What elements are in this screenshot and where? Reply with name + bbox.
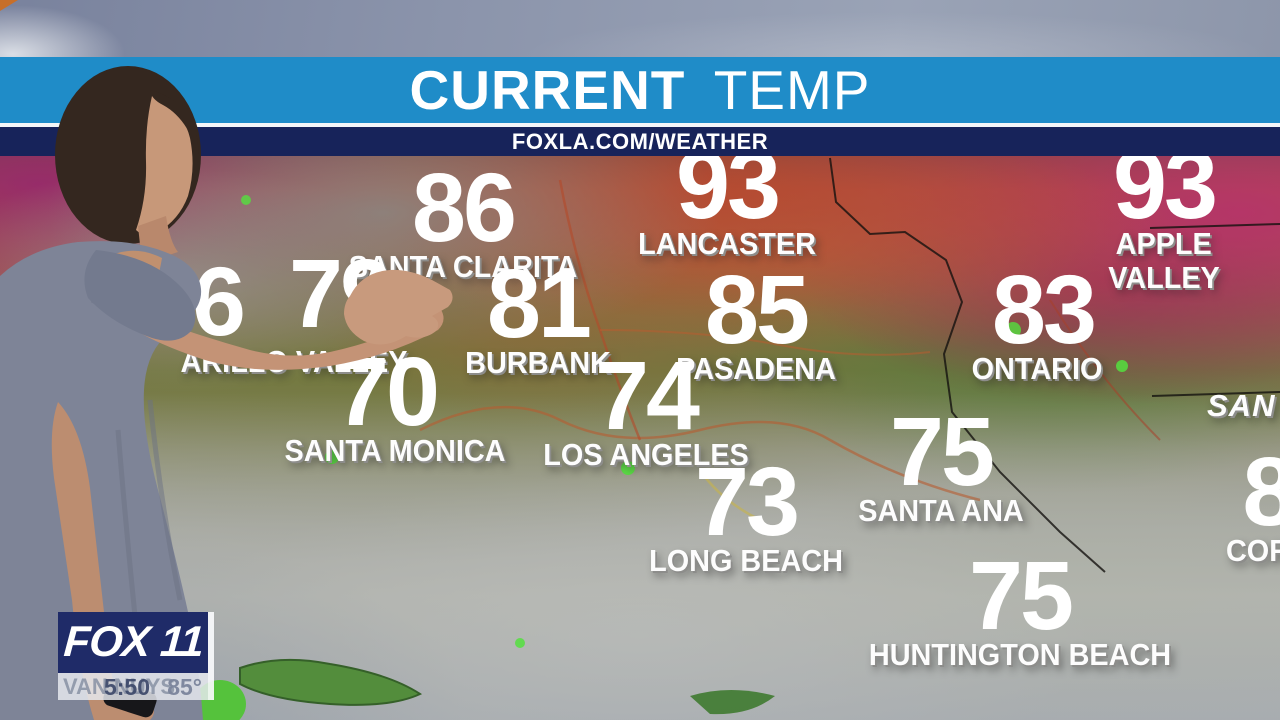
map-label-san: SAN — [1207, 388, 1276, 423]
header-divider — [0, 123, 1280, 127]
weather-url: FOXLA.COM/WEATHER — [511, 129, 769, 154]
ticker-time: 5:50 — [104, 674, 151, 700]
page-title: CURRENT TEMP — [0, 60, 1280, 120]
temp-value: 83 — [992, 255, 1097, 364]
temp-value: 81 — [487, 249, 592, 358]
city-label: ONTARIO — [971, 351, 1103, 387]
temp-value: 85 — [705, 255, 810, 364]
presenter-hair-bang — [150, 90, 199, 154]
temp-value: 75 — [890, 397, 995, 506]
radar-dot — [515, 638, 525, 648]
title-secondary: TEMP — [713, 59, 871, 121]
station-corona: 8 COR — [1226, 437, 1280, 567]
station-long-beach: 73 LONG BEACH — [642, 447, 850, 579]
station-lancaster: 93 LANCASTER — [631, 136, 822, 260]
city-label-line2: VALLEY — [1108, 259, 1220, 295]
fox11-logo: FOX 11 — [58, 612, 208, 673]
ticker-bar: VAN NUYS 5:50 85° — [58, 673, 208, 700]
city-label: LONG BEACH — [649, 543, 843, 579]
station-ontario: 83 ONTARIO — [971, 255, 1114, 387]
ticker-temp: 85° — [167, 674, 202, 700]
station-apple-valley: 93 APPLE VALLEY — [1104, 136, 1224, 295]
logo-side-strip — [208, 612, 214, 700]
title-primary: CURRENT — [409, 59, 686, 121]
city-label-line1: APPLE — [1115, 226, 1213, 262]
temp-value: 74 — [595, 341, 700, 450]
temp-value: 75 — [969, 541, 1074, 650]
temp-value: 73 — [695, 447, 800, 556]
island-small — [690, 690, 775, 715]
subheader-band — [0, 127, 1280, 156]
temp-value: 8 — [1242, 437, 1280, 546]
fox11-logo-text: FOX 11 — [61, 618, 205, 666]
city-label: SANTA ANA — [858, 493, 1024, 529]
presenter-hand — [344, 269, 453, 345]
station-santa-ana: 75 SANTA ANA — [852, 397, 1030, 529]
station-huntington-beach: 75 HUNTINGTON BEACH — [858, 541, 1183, 673]
radar-dot — [1116, 360, 1128, 372]
city-label: COR — [1225, 533, 1280, 569]
header-band — [0, 57, 1280, 123]
sky-background — [0, 0, 1280, 57]
city-label: HUNTINGTON BEACH — [868, 637, 1172, 673]
corner-accent — [0, 0, 18, 11]
